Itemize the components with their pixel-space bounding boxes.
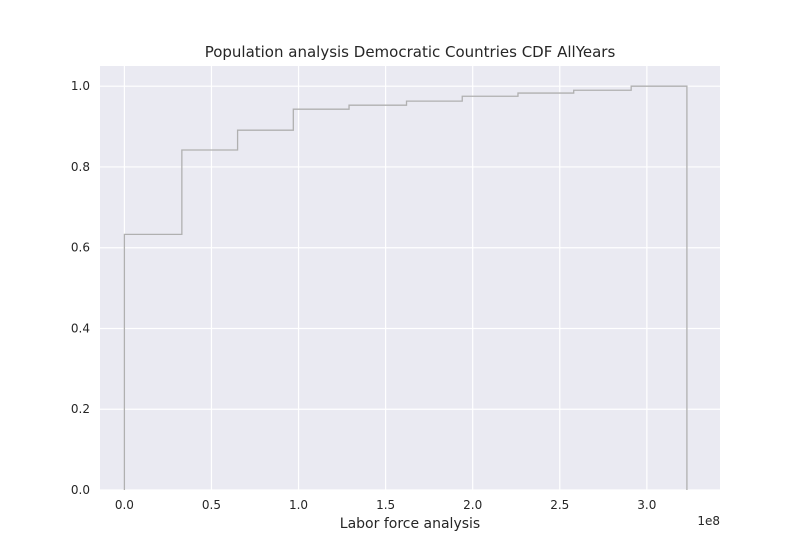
x-axis-label: Labor force analysis: [340, 516, 480, 532]
y-tick-label: 0.0: [71, 483, 90, 497]
y-tick-label: 1.0: [71, 79, 90, 93]
cdf-step-line: [123, 85, 688, 490]
x-tick-label: 1.5: [376, 498, 395, 512]
x-offset-label: 1e8: [697, 514, 720, 528]
x-axis-ticks: 0.0 0.5 1.0 1.5 2.0 2.5 3.0: [115, 498, 657, 512]
series-group: [123, 85, 688, 490]
x-tick-label: 2.5: [550, 498, 569, 512]
y-tick-label: 0.6: [71, 241, 90, 255]
x-tick-label: 1.0: [289, 498, 308, 512]
x-tick-label: 2.0: [463, 498, 482, 512]
x-tick-label: 0.0: [115, 498, 134, 512]
y-tick-label: 0.2: [71, 402, 90, 416]
x-tick-label: 0.5: [202, 498, 221, 512]
y-axis-ticks: 0.0 0.2 0.4 0.6 0.8 1.0: [71, 79, 90, 497]
y-tick-label: 0.4: [71, 321, 90, 335]
grid-lines: [100, 66, 720, 491]
plot-area: [100, 66, 720, 490]
chart-title: Population analysis Democratic Countries…: [205, 43, 616, 61]
x-tick-label: 3.0: [637, 498, 656, 512]
y-tick-label: 0.8: [71, 160, 90, 174]
